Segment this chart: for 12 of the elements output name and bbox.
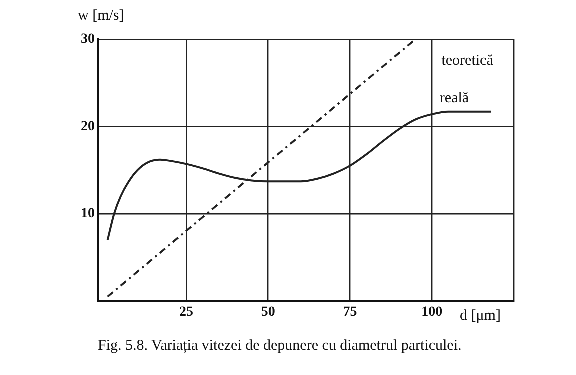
caption: Fig. 5.8. Variația vitezei de depunere cu diametrul particulei. <box>98 338 462 355</box>
y-tick-label: 10 <box>81 206 95 222</box>
x-tick-label: 25 <box>179 305 194 320</box>
series-label: reală <box>440 90 470 106</box>
y-axis-title: w [m/s] <box>78 8 124 25</box>
x-tick-label: 75 <box>343 305 358 320</box>
x-axis-title: d [μm] <box>460 308 501 325</box>
y-tick-label: 20 <box>81 119 95 134</box>
x-tick-label: 100 <box>422 305 443 320</box>
series-label: teoretică <box>442 52 494 69</box>
y-tick-label: 30 <box>81 32 95 48</box>
x-tick-label: 50 <box>261 305 276 320</box>
